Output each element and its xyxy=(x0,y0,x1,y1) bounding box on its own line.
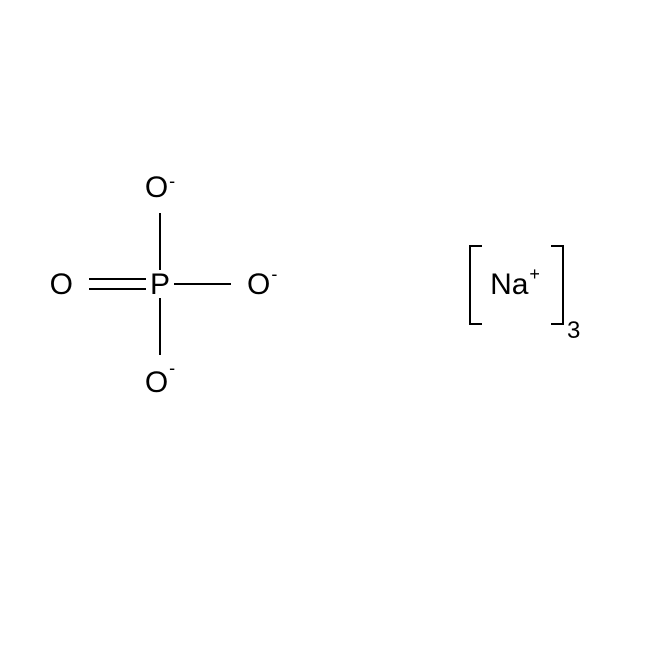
bracket-left xyxy=(470,246,482,324)
atom-sodium: Na+ xyxy=(490,264,540,301)
atom-oxygen-0: O- xyxy=(145,171,175,204)
atom-oxygen-2: O- xyxy=(145,358,175,399)
atom-phosphorus: P xyxy=(150,268,170,301)
chemical-structure-diagram: P O- O- O- O Na+ 3 xyxy=(0,0,650,650)
atom-oxygen-3: O xyxy=(50,268,73,301)
bracket-right xyxy=(551,246,563,324)
atom-oxygen-1: O- xyxy=(247,264,277,301)
count-subscript: 3 xyxy=(567,317,580,344)
